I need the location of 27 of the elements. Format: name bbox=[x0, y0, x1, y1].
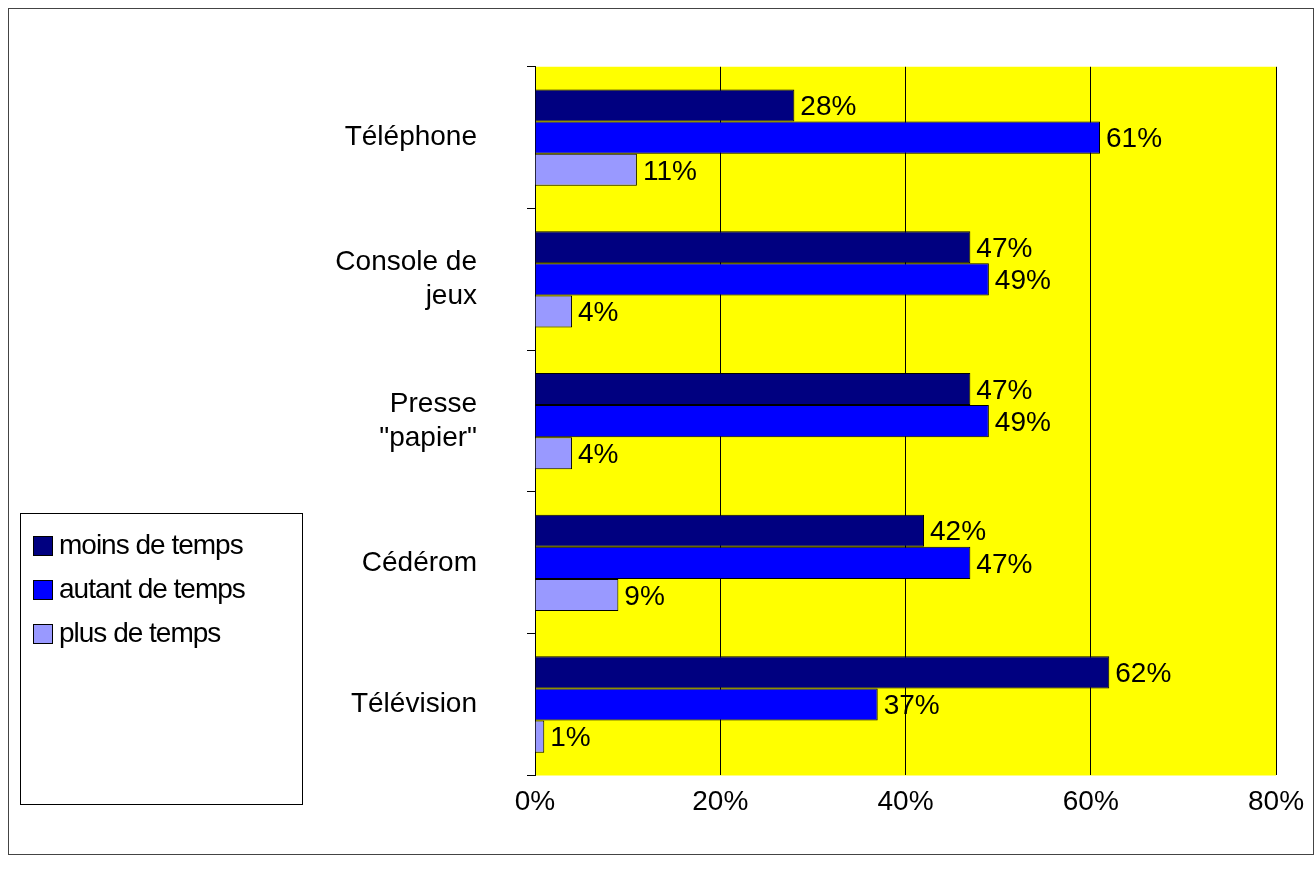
y-tick-label: Téléphone bbox=[344, 120, 477, 152]
data-label: 28% bbox=[800, 90, 857, 122]
y-tick-label: Cédérom bbox=[361, 545, 477, 577]
data-label: 61% bbox=[1106, 122, 1163, 154]
data-label: 62% bbox=[1115, 657, 1172, 689]
x-tick-label: 60% bbox=[1062, 784, 1119, 816]
legend-label: autant de temps bbox=[59, 572, 245, 606]
legend-label: moins de temps bbox=[59, 528, 243, 562]
data-label: 47% bbox=[976, 547, 1033, 579]
legend-label: plus de temps bbox=[59, 616, 221, 650]
data-label: 4% bbox=[578, 437, 619, 469]
x-tick-label: 80% bbox=[1247, 784, 1305, 816]
y-tick-label: Console de jeux bbox=[335, 245, 477, 310]
data-label: 49% bbox=[994, 264, 1051, 296]
data-label: 49% bbox=[994, 405, 1051, 437]
data-label: 4% bbox=[578, 296, 619, 328]
x-tick-label: 0% bbox=[514, 784, 556, 816]
y-tick-label: Presse "papier" bbox=[379, 387, 477, 452]
data-label: 11% bbox=[642, 154, 697, 186]
data-label: 1% bbox=[550, 721, 591, 753]
data-label: 47% bbox=[976, 373, 1033, 405]
y-tick-label: Télévision bbox=[350, 687, 477, 719]
x-tick-label: 20% bbox=[692, 784, 749, 816]
data-label: 42% bbox=[930, 515, 987, 547]
x-tick-label: 40% bbox=[877, 784, 934, 816]
data-label: 47% bbox=[976, 231, 1033, 263]
data-label: 9% bbox=[624, 579, 665, 611]
